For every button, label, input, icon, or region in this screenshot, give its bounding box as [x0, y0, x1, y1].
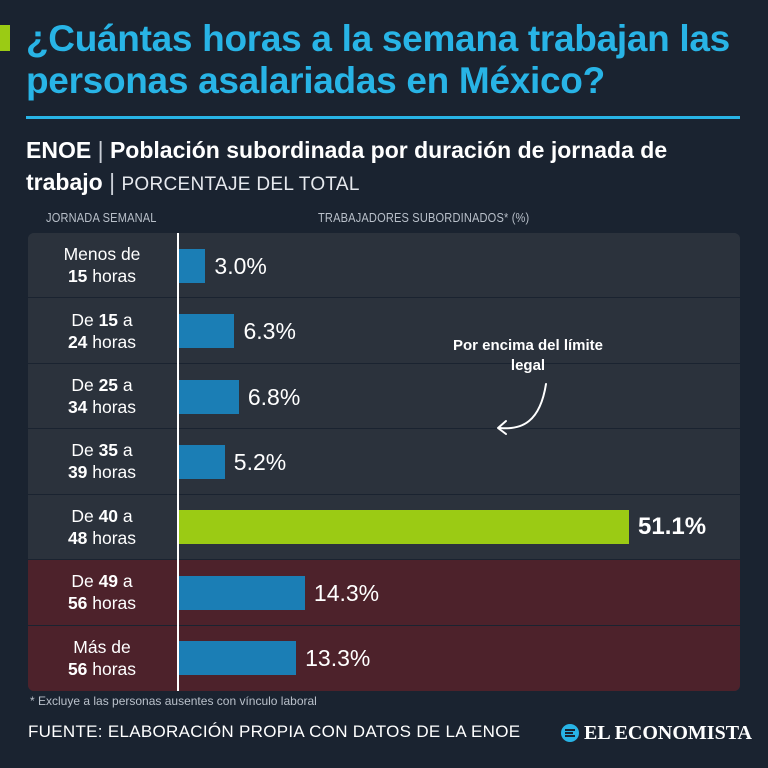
- data-label: 51.1%: [638, 513, 707, 541]
- x-axis-header-unit: (%): [511, 210, 530, 225]
- source-note: FUENTE: ELABORACIÓN PROPIA CON DATOS DE …: [28, 722, 521, 741]
- chart-row: De 25 a 34 horas 6.8%: [28, 363, 740, 430]
- bar: [179, 575, 305, 610]
- data-label: 6.3%: [243, 318, 296, 345]
- legal-limit-annotation: Por encima del límite legal: [452, 337, 604, 374]
- page-title: ¿Cuántas horas a la semana trabajan las …: [26, 18, 730, 101]
- category-label: De 40 a 48 horas: [67, 505, 137, 548]
- data-label: 3.0%: [214, 252, 267, 279]
- data-label: 14.3%: [313, 579, 380, 606]
- chart-subtitle: ENOE | Población subordinada por duració…: [26, 134, 746, 201]
- chart-row: Más de 56 horas 13.3%: [28, 625, 740, 691]
- y-axis-header: JORNADA SEMANAL: [46, 210, 157, 225]
- chart-row: De 15 a 24 horas 6.3%: [28, 298, 740, 364]
- bar: [179, 314, 235, 349]
- accent-bar: [0, 25, 10, 51]
- subtitle-main: Población subordinada por duración de jo…: [26, 137, 668, 195]
- data-label: 5.2%: [233, 448, 287, 475]
- chart-row: Menos de 15 horas 3.0%: [28, 233, 740, 299]
- bar: [179, 379, 239, 414]
- footnote: * Excluye a las personas ausentes con ví…: [30, 694, 317, 708]
- title-divider: [26, 116, 740, 119]
- bar-chart: Menos de 15 horas 3.0% De 15 a 24 horas 6.3% D…: [28, 233, 740, 691]
- el-economista-logo-icon: [561, 724, 579, 742]
- category-label: De 49 a 56 horas: [67, 571, 137, 614]
- chart-row: De 35 a 39 horas 5.2%: [28, 429, 740, 495]
- subtitle-source: ENOE: [26, 137, 92, 163]
- category-label: Menos de 15 horas: [63, 244, 141, 287]
- subtitle-unit: PORCENTAJE DEL TOTAL: [121, 174, 360, 195]
- bar: [179, 510, 629, 545]
- category-label: De 35 a 39 horas: [67, 440, 137, 483]
- x-axis-header-main: TRABAJADORES SUBORDINADOS*: [318, 210, 509, 225]
- category-label: De 25 a 34 horas: [67, 375, 137, 418]
- y-axis-line: [177, 233, 179, 691]
- brand-name: EL ECONOMISTA: [584, 721, 752, 744]
- chart-row: De 40 a 48 horas 51.1%: [28, 494, 740, 561]
- data-label: 6.8%: [247, 383, 301, 410]
- subtitle-separator: |: [97, 137, 104, 163]
- bar: [179, 641, 297, 676]
- chart-row: De 49 a 56 horas 14.3%: [28, 560, 740, 626]
- subtitle-separator-2: |: [109, 169, 116, 195]
- brand: EL ECONOMISTA: [560, 722, 752, 744]
- category-label: De 15 a 24 horas: [67, 309, 137, 352]
- data-label: 13.3%: [305, 645, 371, 672]
- category-label: Más de 56 horas: [67, 637, 137, 680]
- bar: [179, 248, 206, 283]
- bar: [179, 444, 225, 479]
- annotation-arrow-icon: [497, 383, 547, 435]
- x-axis-header: TRABAJADORES SUBORDINADOS* (%): [318, 210, 529, 225]
